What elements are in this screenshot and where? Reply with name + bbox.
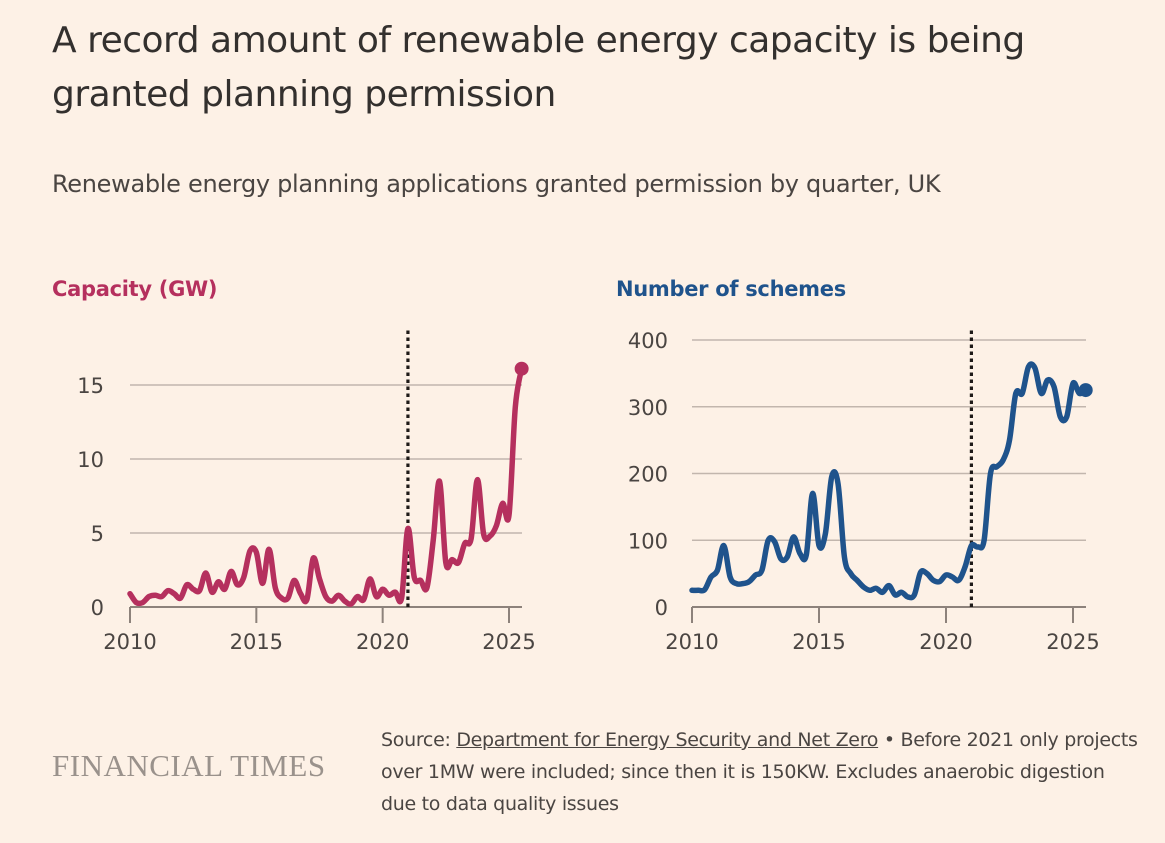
capacity-chart: 0 5 10 15 2010 2015 2020 2025 bbox=[77, 328, 536, 654]
schemes-panel-label: Number of schemes bbox=[616, 277, 846, 301]
capacity-endpoint-marker bbox=[514, 361, 529, 376]
schemes-y-tick-label: 0 bbox=[655, 596, 668, 620]
capacity-x-tick-label: 2020 bbox=[356, 630, 409, 654]
capacity-y-tick-label: 5 bbox=[91, 522, 104, 546]
schemes-y-tick-label: 300 bbox=[628, 396, 668, 420]
source-prefix: Source: bbox=[381, 729, 457, 751]
capacity-x-tick-label: 2025 bbox=[482, 630, 535, 654]
schemes-y-tick-label: 400 bbox=[628, 329, 668, 353]
capacity-y-tick-label: 10 bbox=[77, 448, 104, 472]
capacity-x-tick-label: 2015 bbox=[230, 630, 283, 654]
schemes-x-tick-label: 2010 bbox=[665, 630, 718, 654]
schemes-series-line bbox=[689, 361, 1089, 601]
schemes-x-tick-label: 2025 bbox=[1046, 630, 1099, 654]
schemes-endpoint-marker bbox=[1078, 383, 1093, 398]
source-note: Source: Department for Energy Security a… bbox=[381, 724, 1141, 820]
capacity-y-tick-label: 15 bbox=[77, 374, 104, 398]
schemes-chart: 0 100 200 300 400 2010 2015 2020 2025 bbox=[628, 328, 1100, 654]
capacity-panel-label: Capacity (GW) bbox=[52, 277, 218, 301]
schemes-x-tick-label: 2015 bbox=[792, 630, 845, 654]
source-note-text: • Before 2021 only projects over 1MW wer… bbox=[381, 729, 1138, 815]
ft-logo: FINANCIAL TIMES bbox=[52, 748, 326, 783]
chart-subtitle: Renewable energy planning applications g… bbox=[52, 170, 941, 198]
schemes-y-tick-label: 200 bbox=[628, 463, 668, 487]
schemes-x-tick-label: 2020 bbox=[919, 630, 972, 654]
source-link[interactable]: Department for Energy Security and Net Z… bbox=[456, 729, 879, 751]
capacity-x-tick-label: 2010 bbox=[103, 630, 156, 654]
schemes-y-tick-label: 100 bbox=[628, 529, 668, 553]
capacity-y-tick-label: 0 bbox=[91, 596, 104, 620]
capacity-series-line bbox=[127, 365, 525, 607]
chart-title: A record amount of renewable energy capa… bbox=[52, 20, 1025, 115]
